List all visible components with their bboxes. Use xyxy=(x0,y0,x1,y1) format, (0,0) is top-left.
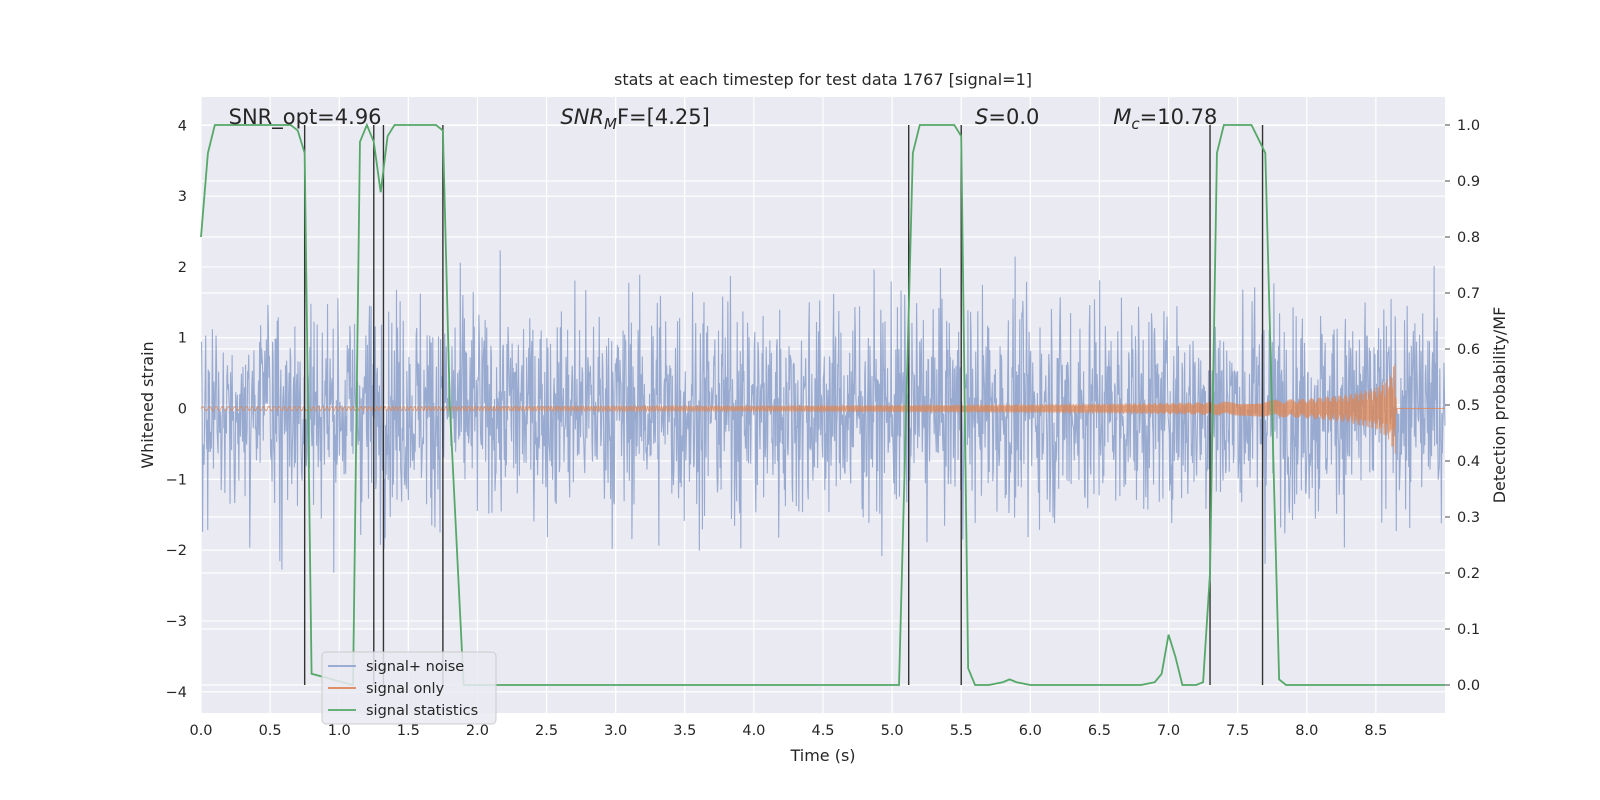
y-tick-label: 0 xyxy=(178,402,187,418)
y2-tick-label: 0.2 xyxy=(1457,566,1480,582)
x-tick-label: 0.5 xyxy=(259,723,282,739)
x-tick-label: 6.5 xyxy=(1088,723,1111,739)
y-axis-label: Whitened strain xyxy=(138,341,157,468)
annotation-snr-mf: SNRMF=[4.25] xyxy=(560,105,709,133)
series-signal-statistics xyxy=(200,122,1445,687)
x-tick-label: 1.5 xyxy=(397,723,420,739)
x-tick-label: 1.0 xyxy=(328,723,351,739)
legend: signal+ noise signal only signal statistic… xyxy=(321,651,497,725)
y-tick-label: 4 xyxy=(178,118,187,134)
x-tick-label: 7.5 xyxy=(1226,723,1249,739)
annotation-mc-sub: c xyxy=(1131,115,1140,133)
y2-tick-label: 1.0 xyxy=(1457,118,1480,134)
axis-ticks: 0.0 0.5 1.0 1.5 2.0 2.5 3.0 3.5 4.0 4.5 5.0 5.5 6.0 6… xyxy=(166,118,1480,739)
y-tick-label: −4 xyxy=(166,685,187,701)
legend-label: signal+ noise xyxy=(366,659,464,675)
x-tick-label: 2.5 xyxy=(535,723,558,739)
y-tick-label: 3 xyxy=(178,189,187,205)
y-tick-label: −3 xyxy=(166,614,187,630)
annotation-mc-value: =10.78 xyxy=(1140,105,1218,129)
y2-tick-label: 0.5 xyxy=(1457,398,1480,414)
noise-line xyxy=(200,250,1446,573)
x-tick-label: 0.0 xyxy=(189,723,212,739)
x-tick-label: 8.0 xyxy=(1295,723,1318,739)
x-tick-label: 6.0 xyxy=(1019,723,1042,739)
y2-tick-label: 0.8 xyxy=(1457,230,1480,246)
annotation-snr-mf-sub: M xyxy=(604,115,617,133)
annotation-snr-mf-rest: F=[4.25] xyxy=(617,105,710,129)
series-signal-noise xyxy=(200,250,1446,573)
y2-tick-label: 0.4 xyxy=(1457,454,1480,470)
y-tick-label: −2 xyxy=(166,543,187,559)
chart-title: stats at each timestep for test data 176… xyxy=(614,70,1032,89)
x-tick-label: 3.5 xyxy=(673,723,696,739)
legend-box xyxy=(321,651,497,725)
x-tick-label: 5.5 xyxy=(950,723,973,739)
annotations: SNR_opt=4.96 SNRMF=[4.25] S=0.0 Mc=10.78 xyxy=(229,105,1218,133)
x-tick-label: 8.5 xyxy=(1364,723,1387,739)
y2-tick-label: 0.7 xyxy=(1457,286,1480,302)
x-tick-label: 2.0 xyxy=(466,723,489,739)
y2-tick-label: 0.1 xyxy=(1457,622,1480,638)
vertical-marker-lines xyxy=(303,125,1264,685)
annotation-snr-opt: SNR_opt=4.96 xyxy=(229,105,382,130)
y2-tick-label: 0.6 xyxy=(1457,342,1480,358)
x-tick-label: 3.0 xyxy=(604,723,627,739)
annotation-s-value: =0.0 xyxy=(988,105,1039,129)
y2-tick-label: 0.0 xyxy=(1457,678,1480,694)
legend-label: signal only xyxy=(366,681,445,697)
y2-axis-label: Detection probability/MF xyxy=(1490,307,1509,504)
x-tick-label: 4.0 xyxy=(742,723,765,739)
y-tick-label: 2 xyxy=(178,260,187,276)
signal-only-line xyxy=(200,363,1445,454)
annotation-snr-mf-base: SNR xyxy=(560,105,604,129)
annotation-mc-base: M xyxy=(1113,105,1131,129)
series-signal-only xyxy=(200,363,1445,454)
annotation-s: S=0.0 xyxy=(975,105,1039,129)
y2-tick-label: 0.3 xyxy=(1457,510,1480,526)
x-tick-label: 4.5 xyxy=(811,723,834,739)
y-tick-label: 1 xyxy=(178,331,187,347)
annotation-s-symbol: S xyxy=(975,105,988,129)
x-tick-label: 5.0 xyxy=(881,723,904,739)
y-tick-label: −1 xyxy=(166,472,187,488)
x-tick-label: 7.0 xyxy=(1157,723,1180,739)
annotation-mc: Mc=10.78 xyxy=(1113,105,1217,133)
y2-tick-label: 0.9 xyxy=(1457,174,1480,190)
legend-label: signal statistics xyxy=(366,703,478,719)
signal-statistics-line xyxy=(200,122,1445,687)
x-axis-label: Time (s) xyxy=(789,746,855,765)
